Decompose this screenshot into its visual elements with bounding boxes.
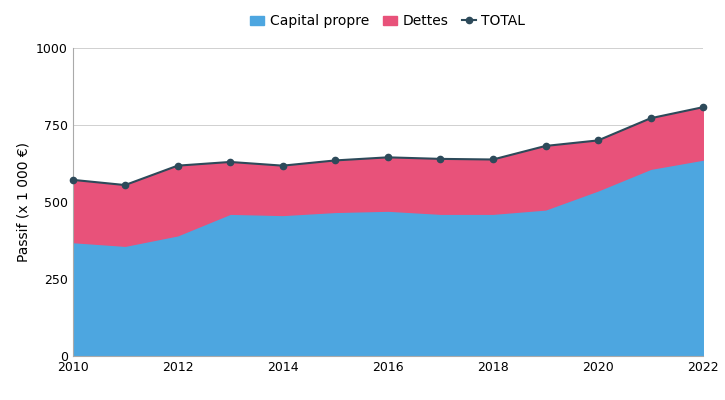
Y-axis label: Passif (x 1 000 €): Passif (x 1 000 €)	[16, 142, 30, 262]
Legend: Capital propre, Dettes, TOTAL: Capital propre, Dettes, TOTAL	[245, 9, 531, 34]
